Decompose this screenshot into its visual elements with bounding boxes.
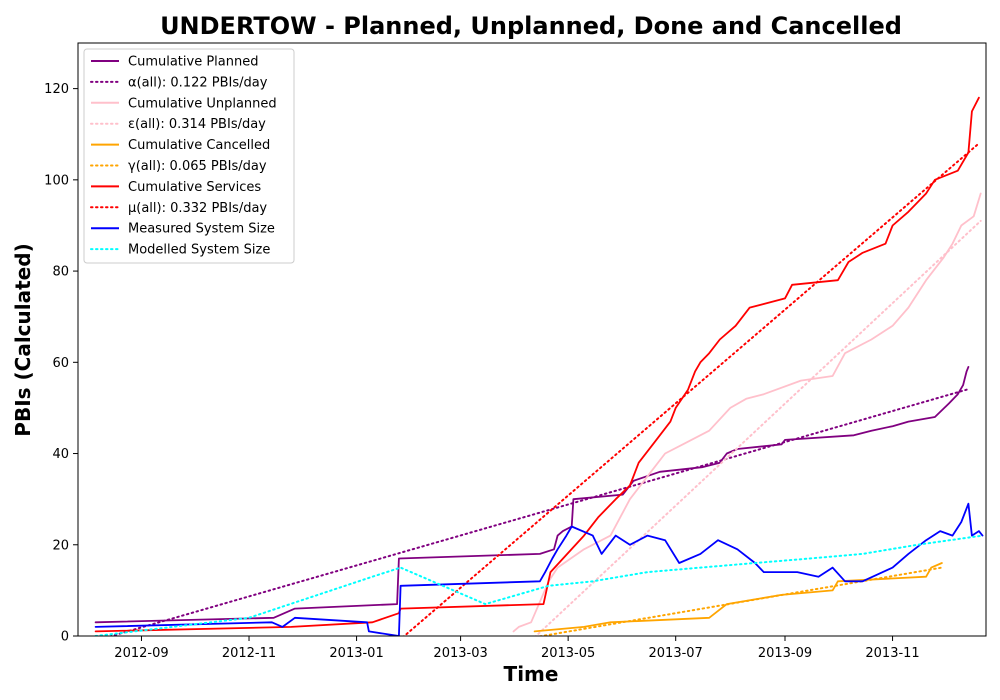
x-tick-label: 2013-07 xyxy=(649,646,703,661)
legend-label-measured-system-size: Measured System Size xyxy=(128,222,275,237)
series-line-3-cumulative-unplanned xyxy=(512,192,982,633)
chart-title: UNDERTOW - Planned, Unplanned, Done and … xyxy=(160,12,902,40)
series-line-6-all-0-065-pbis-day xyxy=(536,566,943,636)
y-axis: 0 20 40 60 80 100 120 xyxy=(44,82,78,645)
series-line-7-cumulative-services xyxy=(94,96,980,633)
legend: Cumulative Planned α(all): 0.122 PBIs/day… xyxy=(83,48,295,264)
y-tick-label: 20 xyxy=(52,538,69,553)
y-tick-label: 80 xyxy=(52,265,69,280)
x-tick-label: 2013-05 xyxy=(541,646,595,661)
series-layer xyxy=(94,96,984,636)
legend-label-cumulative-planned: Cumulative Planned xyxy=(128,55,258,70)
y-axis-title: PBIs (Calculated) xyxy=(11,243,35,436)
legend-label-cumulative-services: Cumulative Services xyxy=(128,180,261,195)
legend-label-all-0-065-pbis-day: γ(all): 0.065 PBIs/day xyxy=(128,159,267,174)
x-tick-label: 2012-09 xyxy=(114,646,168,661)
series-line-8-all-0-332-pbis-day xyxy=(402,142,980,636)
series-line-9-measured-system-size xyxy=(94,502,984,636)
y-tick-label: 0 xyxy=(61,630,69,645)
legend-label-cumulative-unplanned: Cumulative Unplanned xyxy=(128,96,277,111)
y-tick-label: 40 xyxy=(52,447,69,462)
x-tick-label: 2012-11 xyxy=(222,646,276,661)
x-axis-title: Time xyxy=(504,662,559,686)
legend-label-all-0-314-pbis-day: ε(all): 0.314 PBIs/day xyxy=(128,117,266,132)
x-tick-label: 2013-03 xyxy=(433,646,487,661)
plot-frame xyxy=(77,42,987,637)
legend-label-modelled-system-size: Modelled System Size xyxy=(128,243,270,258)
series-line-2-all-0-122-pbis-day xyxy=(107,388,968,636)
x-tick-label: 2013-09 xyxy=(758,646,812,661)
y-tick-label: 100 xyxy=(44,173,69,188)
legend-items: Cumulative Planned α(all): 0.122 PBIs/day… xyxy=(90,55,277,258)
series-line-10-modelled-system-size xyxy=(94,534,984,636)
x-tick-label: 2013-01 xyxy=(329,646,383,661)
x-axis: 2012-09 2012-11 2013-01 2013-03 2013-05 2013-… xyxy=(114,636,920,661)
legend-label-all-0-332-pbis-day: μ(all): 0.332 PBIs/day xyxy=(128,201,267,216)
legend-label-cumulative-cancelled: Cumulative Cancelled xyxy=(128,138,270,153)
legend-label-all-0-122-pbis-day: α(all): 0.122 PBIs/day xyxy=(128,75,268,90)
x-tick-label: 2013-11 xyxy=(865,646,919,661)
legend-box xyxy=(83,48,295,264)
y-tick-label: 120 xyxy=(44,82,69,97)
series-line-1-cumulative-planned xyxy=(94,365,970,624)
y-tick-label: 60 xyxy=(52,356,69,371)
